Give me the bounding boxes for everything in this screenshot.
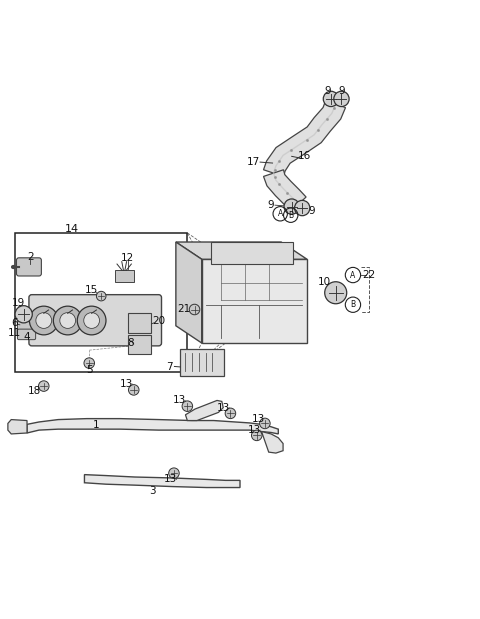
Text: B: B	[288, 210, 293, 220]
Circle shape	[29, 306, 58, 335]
Polygon shape	[264, 170, 306, 212]
Text: 12: 12	[121, 253, 134, 263]
Text: 4: 4	[24, 332, 30, 342]
Bar	[128, 313, 152, 334]
Circle shape	[189, 304, 200, 315]
Text: 10: 10	[318, 277, 331, 287]
Circle shape	[334, 91, 349, 106]
Text: 1: 1	[93, 420, 100, 430]
Text: 13: 13	[120, 379, 132, 389]
Polygon shape	[27, 418, 278, 434]
Text: 8: 8	[128, 338, 134, 348]
FancyBboxPatch shape	[17, 329, 36, 340]
Text: 18: 18	[27, 386, 41, 396]
Text: 16: 16	[298, 151, 311, 162]
Text: 3: 3	[150, 487, 156, 496]
Polygon shape	[185, 400, 223, 420]
FancyBboxPatch shape	[180, 348, 224, 376]
Text: B: B	[350, 300, 356, 310]
Polygon shape	[176, 242, 307, 259]
FancyBboxPatch shape	[16, 258, 41, 276]
Text: 13: 13	[173, 396, 186, 405]
Circle shape	[284, 199, 300, 214]
Bar	[15, 233, 187, 372]
Text: 9: 9	[309, 206, 315, 217]
Text: 19: 19	[12, 298, 25, 308]
Text: 13: 13	[164, 474, 177, 485]
Circle shape	[260, 418, 270, 429]
Circle shape	[182, 401, 192, 412]
Circle shape	[38, 381, 49, 391]
Polygon shape	[8, 420, 27, 434]
Circle shape	[129, 384, 139, 395]
Bar	[202, 259, 307, 343]
Text: 13: 13	[248, 425, 261, 435]
Text: 11: 11	[8, 329, 21, 339]
Circle shape	[225, 408, 236, 418]
Text: 13: 13	[216, 402, 230, 413]
Circle shape	[15, 306, 32, 323]
Text: 9: 9	[338, 86, 345, 96]
Circle shape	[295, 201, 310, 215]
Bar	[211, 243, 293, 264]
Circle shape	[53, 306, 82, 335]
Bar	[115, 271, 134, 282]
Text: 9: 9	[324, 86, 331, 96]
Circle shape	[36, 313, 52, 329]
Text: 6: 6	[12, 318, 18, 328]
Text: 13: 13	[252, 413, 265, 423]
FancyBboxPatch shape	[17, 319, 36, 330]
Circle shape	[60, 313, 75, 329]
Text: 9: 9	[268, 200, 275, 210]
Circle shape	[77, 306, 106, 335]
Text: 14: 14	[64, 224, 79, 234]
Circle shape	[96, 292, 106, 301]
Polygon shape	[262, 431, 283, 453]
Circle shape	[84, 358, 95, 368]
Text: 15: 15	[85, 285, 98, 295]
Text: 21: 21	[177, 305, 190, 314]
Text: 5: 5	[86, 365, 93, 375]
Text: 20: 20	[152, 316, 165, 326]
Text: 17: 17	[247, 157, 260, 167]
Circle shape	[168, 468, 179, 478]
Text: 7: 7	[167, 362, 173, 372]
Polygon shape	[264, 100, 346, 176]
Text: 22: 22	[362, 270, 376, 280]
Circle shape	[324, 282, 347, 304]
Text: 2: 2	[27, 252, 34, 262]
Circle shape	[84, 313, 99, 329]
Polygon shape	[84, 475, 240, 488]
Circle shape	[323, 91, 338, 106]
Text: A: A	[277, 209, 283, 219]
Bar	[128, 335, 152, 353]
Circle shape	[252, 430, 262, 441]
Text: A: A	[350, 271, 356, 280]
FancyBboxPatch shape	[29, 295, 161, 346]
Polygon shape	[176, 242, 202, 343]
